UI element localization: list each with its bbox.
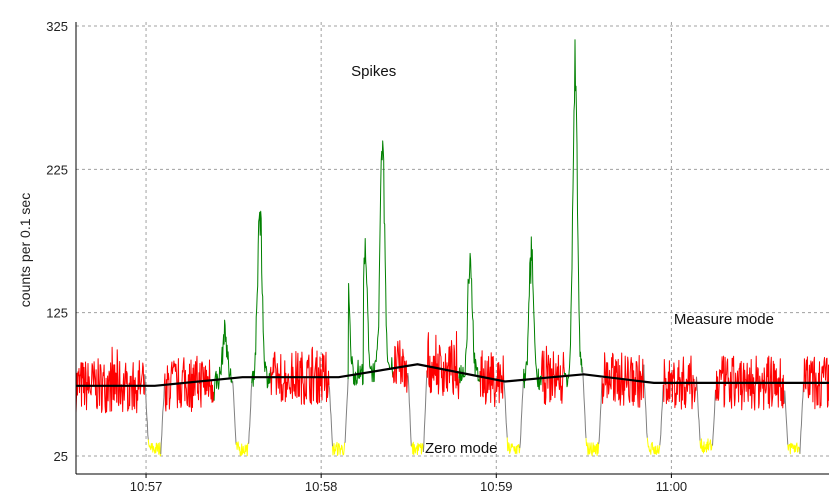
transition-trace	[422, 370, 428, 453]
transition-trace	[407, 372, 412, 447]
zero-mode-trace	[699, 438, 713, 454]
y-tick-label: 325	[46, 19, 68, 34]
zero-mode-trace	[646, 437, 661, 455]
spike-trace	[347, 140, 394, 386]
measure-mode-trace	[802, 356, 829, 410]
zero-mode-trace	[332, 441, 346, 456]
transition-trace	[247, 383, 253, 444]
transition-trace	[344, 379, 349, 444]
transition-trace	[503, 381, 508, 438]
zero-mode-trace	[787, 442, 801, 455]
annotation-label: Spikes	[351, 63, 396, 80]
baseline-layer	[76, 363, 829, 387]
measure-mode-trace	[392, 340, 409, 393]
spike-trace	[458, 252, 481, 384]
x-tick-label: 10:57	[130, 479, 163, 494]
measure-mode-trace	[426, 331, 460, 400]
y-tick-label: 125	[46, 306, 68, 321]
zero-mode-trace	[235, 441, 249, 457]
transition-trace	[643, 364, 648, 438]
baseline-line	[76, 363, 829, 387]
y-axis-title: counts per 0.1 sec	[17, 193, 33, 307]
annotations: Spikes Measure mode Zero mode	[351, 63, 774, 457]
transition-trace	[144, 374, 149, 440]
transition-trace	[659, 384, 664, 446]
measure-mode-trace	[479, 350, 505, 408]
transition-trace	[328, 385, 333, 447]
measure-mode-trace	[269, 346, 330, 405]
y-tick-label: 25	[54, 449, 68, 464]
annotation-label: Zero mode	[425, 440, 498, 457]
zero-mode-trace	[585, 438, 600, 457]
spike-trace	[522, 236, 542, 391]
transition-trace	[582, 367, 587, 439]
measure-mode-trace	[75, 346, 146, 414]
x-tick-label: 10:59	[480, 479, 513, 494]
zero-mode-trace	[506, 437, 521, 455]
measure-mode-trace	[662, 355, 697, 410]
transition-trace	[712, 389, 716, 446]
transition-trace	[519, 381, 524, 449]
x-tick-label: 10:58	[305, 479, 338, 494]
transition-trace	[783, 390, 789, 445]
spike-trace	[563, 39, 583, 388]
y-tick-label: 225	[46, 162, 68, 177]
x-tick-label: 11:00	[656, 479, 688, 494]
transition-trace	[799, 384, 804, 454]
transition-trace	[696, 376, 701, 441]
signal-traces	[75, 39, 829, 457]
annotation-label: Measure mode	[674, 311, 774, 328]
spike-trace	[213, 319, 234, 401]
zero-mode-trace	[410, 441, 424, 456]
plot-frame	[75, 22, 829, 478]
transition-trace	[232, 380, 237, 445]
spike-trace	[251, 210, 271, 389]
tick-labels: 25 125 225 325 10:57 10:58 10:59 11:00	[46, 19, 687, 494]
transition-trace	[598, 377, 603, 445]
zero-mode-trace	[147, 439, 162, 457]
transition-trace	[160, 383, 165, 455]
